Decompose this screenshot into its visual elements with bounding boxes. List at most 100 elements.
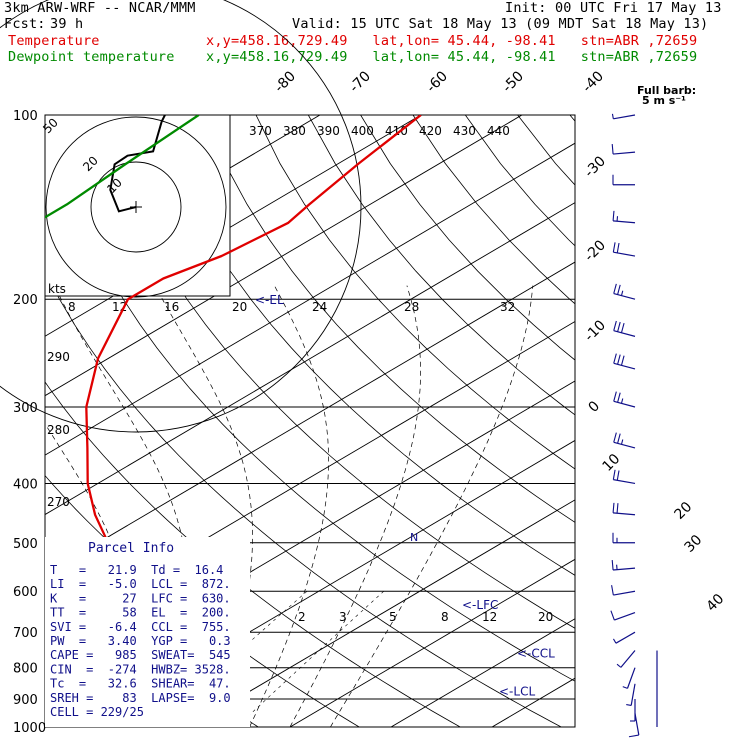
wind-barb-flag xyxy=(620,439,624,445)
wind-barb-flag xyxy=(616,503,619,514)
isotherm-line xyxy=(45,115,422,337)
wind-barb-flag xyxy=(620,398,624,404)
isotherm-label: -10 xyxy=(582,317,609,344)
wind-barb-staff xyxy=(630,683,636,706)
wind-barb-staff xyxy=(613,330,636,337)
wind-barb-flag xyxy=(617,321,621,332)
wind-barb xyxy=(612,631,636,644)
wind-barb xyxy=(630,698,636,722)
wind-barb-flag xyxy=(610,610,615,621)
wind-barb-flag xyxy=(616,242,620,254)
dry-adiabat xyxy=(307,115,575,416)
wind-barb xyxy=(613,283,636,300)
pressure-tick-label: 400 xyxy=(13,477,38,492)
wind-barb-flag xyxy=(620,322,625,333)
dry-adiabat xyxy=(98,115,575,629)
parcel-info-row: TT = 58 EL = 200. xyxy=(50,606,231,620)
theta-label: 370 xyxy=(249,124,272,138)
isotherm-line xyxy=(45,115,523,397)
parcel-info-row: SREH = 83 LAPSE= 9.0 xyxy=(50,691,231,705)
moist-adiabat xyxy=(249,285,329,727)
wind-barb-staff xyxy=(613,590,636,596)
isotherm-label: -40 xyxy=(580,68,607,95)
wind-barb-flag xyxy=(611,585,614,596)
level-marker: <-LCL xyxy=(499,685,535,699)
isotherm-line xyxy=(45,142,575,456)
wind-barb-staff xyxy=(615,631,636,644)
parcel-info-row: CIN = -274 HWBZ= 3528. xyxy=(50,662,231,676)
dry-adiabat xyxy=(255,115,575,470)
mixing-ratio-label: 12 xyxy=(482,610,497,624)
parcel-box-bg xyxy=(45,537,250,727)
wind-barb xyxy=(612,210,636,224)
wind-barb xyxy=(626,683,636,707)
wind-barb-flag xyxy=(612,242,616,253)
theta-label: 380 xyxy=(283,124,306,138)
isotherm-label: 30 xyxy=(682,532,706,556)
dry-adiabat xyxy=(622,115,740,727)
wind-barb xyxy=(611,113,636,120)
isotherm-label: -20 xyxy=(582,237,609,264)
wind-barb-flag xyxy=(611,144,614,155)
hodograph-ring xyxy=(45,116,227,298)
moist-adiabat xyxy=(289,285,421,727)
theta-label: 430 xyxy=(453,124,476,138)
isotherm-line xyxy=(45,321,575,634)
moist-adiabat xyxy=(330,285,534,727)
wind-barb-flag xyxy=(612,469,616,480)
wind-barb xyxy=(613,320,636,337)
wind-barb xyxy=(611,560,636,571)
isotherm-line xyxy=(390,618,575,727)
temperature-legend: Temperature xyxy=(8,33,100,49)
wind-barb xyxy=(613,353,636,370)
wind-barb-staff xyxy=(614,611,636,621)
mixing-ratio-label: 8 xyxy=(441,610,449,624)
wind-barb-staff xyxy=(613,512,636,516)
wind-barb-flag xyxy=(613,391,617,402)
barb-legend-title: Full barb: xyxy=(637,84,696,97)
dry-adiabat xyxy=(412,115,575,305)
wind-barb xyxy=(612,174,635,186)
wind-barb-staff xyxy=(613,479,636,485)
parcel-info-title: Parcel Info xyxy=(88,541,174,556)
isotherm-label: 0 xyxy=(586,398,604,416)
dry-adiabat xyxy=(203,115,575,523)
dry-adiabat xyxy=(569,115,575,122)
pressure-tick-label: 800 xyxy=(13,662,38,677)
isotherm-label: 10 xyxy=(600,451,624,475)
level-marker: <-EL xyxy=(255,293,284,307)
wind-barb xyxy=(611,144,636,155)
pressure-tick-label: 200 xyxy=(13,293,38,308)
parcel-n-marker: N xyxy=(410,531,418,544)
wind-barb-flag xyxy=(620,290,624,296)
wind-barb xyxy=(616,650,636,668)
plot-border xyxy=(44,114,576,728)
hodograph-speed-label: 16 xyxy=(164,300,179,314)
wind-barb-flag xyxy=(612,502,615,513)
wind-barb xyxy=(612,532,635,544)
isotherm-line xyxy=(571,101,740,740)
wind-barb-staff xyxy=(613,567,636,571)
hodograph-trace xyxy=(109,115,167,213)
theta-label: 400 xyxy=(351,124,374,138)
dry-adiabat xyxy=(151,115,575,576)
parcel-info-row: T = 21.9 Td = 16.4 xyxy=(50,563,223,577)
mixing-ratio-line xyxy=(236,590,385,727)
wind-barb-flag xyxy=(626,704,632,707)
wind-barb-flag xyxy=(613,320,617,331)
hodograph-speed-label: 20 xyxy=(232,300,247,314)
theta-label: 410 xyxy=(385,124,408,138)
mixing-ratio-label: 2 xyxy=(298,610,306,624)
wind-barb-flag xyxy=(617,284,621,295)
model-title: 3km ARW-WRF -- NCAR/MMM xyxy=(4,0,196,16)
parcel-info-row: SVI = -6.4 CCL = 755. xyxy=(50,620,231,634)
wind-barb-flag xyxy=(611,560,614,571)
theta-label: 390 xyxy=(317,124,340,138)
mixing-ratio-label: 3 xyxy=(339,610,347,624)
forecast-label: Fcst: xyxy=(4,16,46,32)
pressure-tick-label: 100 xyxy=(13,109,38,124)
hodograph-ring xyxy=(90,161,182,253)
dewpoint-location: x,y=458.16,729.49 lat,lon= 45.44, -98.41… xyxy=(206,49,698,65)
isotherm-line xyxy=(0,101,40,740)
